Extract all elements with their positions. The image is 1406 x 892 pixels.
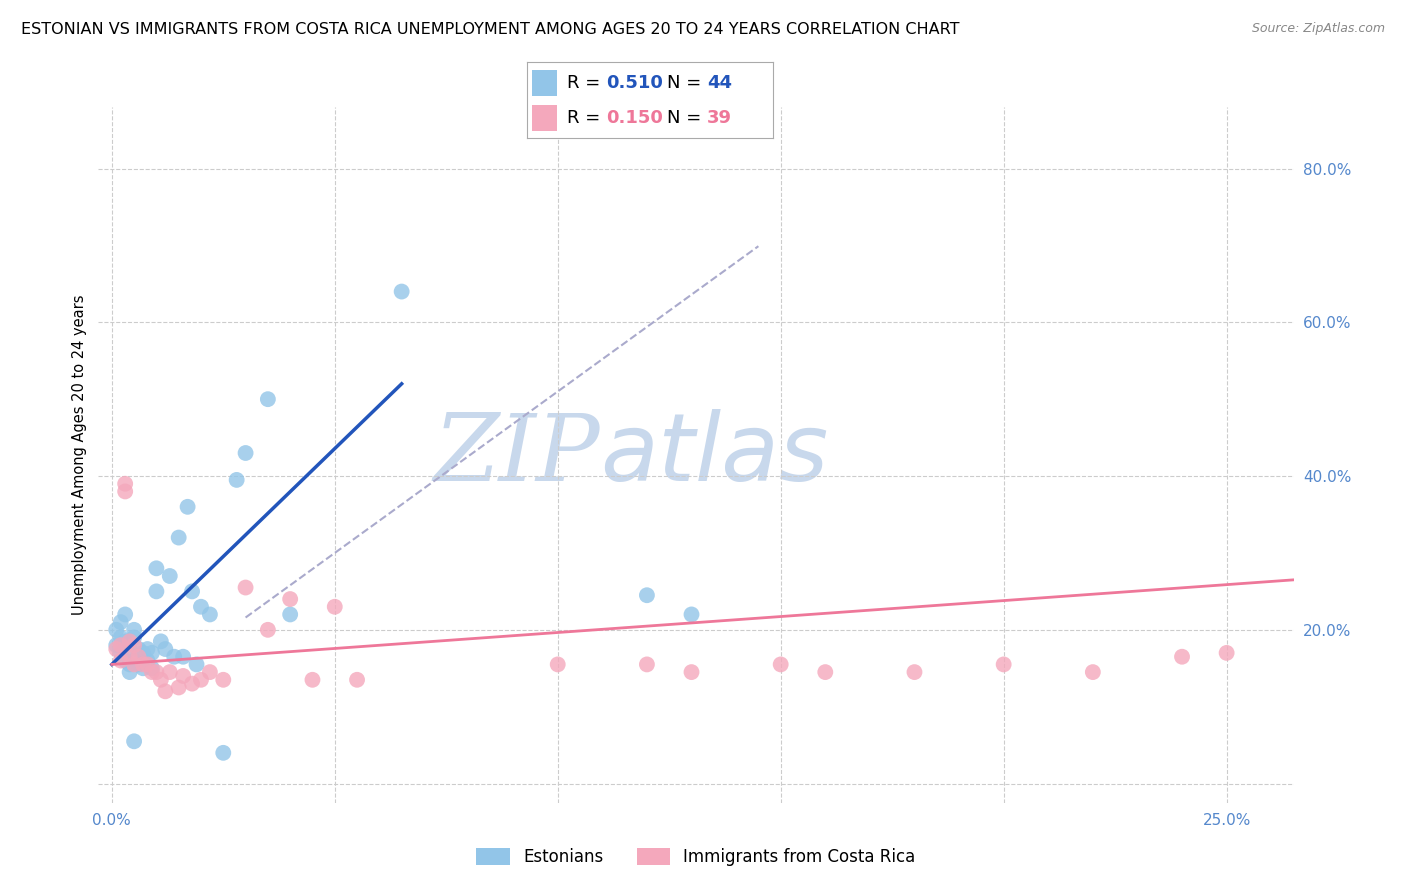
Point (132, 646, 155, 660)
Point (132, 661, 155, 675)
Point (278, 592, 301, 607)
Point (159, 569, 181, 583)
Point (128, 649, 150, 664)
Text: Source: ZipAtlas.com: Source: ZipAtlas.com (1251, 22, 1385, 36)
Point (118, 634, 141, 648)
Point (1171, 649, 1194, 664)
Point (198, 665, 221, 679)
Point (105, 623, 128, 637)
Point (149, 673, 172, 687)
Point (176, 500, 198, 514)
Point (145, 665, 167, 679)
Point (114, 654, 136, 668)
Point (257, 623, 280, 637)
Point (181, 584, 204, 599)
Point (141, 661, 163, 675)
Point (110, 638, 132, 652)
Point (301, 673, 323, 687)
Point (122, 657, 145, 672)
Point (114, 484, 136, 499)
Point (212, 673, 235, 687)
Text: N =: N = (668, 109, 707, 127)
Point (903, 665, 925, 679)
Point (122, 654, 145, 668)
Point (110, 631, 132, 645)
Y-axis label: Unemployment Among Ages 20 to 24 years: Unemployment Among Ages 20 to 24 years (72, 294, 87, 615)
Point (278, 607, 301, 622)
Point (1215, 646, 1237, 660)
Point (155, 642, 177, 657)
Point (814, 665, 837, 679)
Point (114, 607, 136, 622)
Point (636, 657, 658, 672)
Text: ZIP: ZIP (433, 410, 600, 500)
Text: N =: N = (668, 74, 707, 92)
Point (1081, 665, 1104, 679)
Point (105, 638, 128, 652)
Point (167, 681, 190, 695)
Point (159, 665, 181, 679)
Point (225, 473, 247, 487)
Legend: Estonians, Immigrants from Costa Rica: Estonians, Immigrants from Costa Rica (468, 839, 924, 874)
Point (136, 657, 159, 672)
Text: ESTONIAN VS IMMIGRANTS FROM COSTA RICA UNEMPLOYMENT AMONG AGES 20 TO 24 YEARS CO: ESTONIAN VS IMMIGRANTS FROM COSTA RICA U… (21, 22, 959, 37)
Point (155, 684, 177, 698)
Point (118, 665, 141, 679)
Point (122, 638, 145, 652)
Point (235, 581, 257, 595)
Point (110, 654, 132, 668)
Point (391, 285, 413, 299)
Text: R =: R = (567, 109, 606, 127)
Point (132, 657, 155, 672)
Point (190, 599, 212, 614)
Point (993, 657, 1015, 672)
Point (547, 657, 569, 672)
Bar (533, 70, 557, 95)
Point (163, 649, 186, 664)
Point (212, 746, 235, 760)
Point (128, 657, 150, 672)
Point (110, 615, 132, 629)
Point (145, 584, 167, 599)
Point (346, 673, 368, 687)
Point (186, 657, 208, 672)
Point (198, 607, 221, 622)
Point (181, 676, 204, 690)
Point (149, 634, 172, 648)
Point (172, 669, 194, 683)
Point (141, 665, 163, 679)
Text: 39: 39 (707, 109, 733, 127)
Point (110, 646, 132, 660)
Point (636, 588, 658, 602)
Point (145, 561, 167, 575)
Text: 44: 44 (707, 74, 733, 92)
Point (122, 631, 145, 645)
Point (118, 649, 141, 664)
Point (681, 665, 703, 679)
Point (122, 734, 145, 748)
Point (172, 649, 194, 664)
Point (114, 476, 136, 491)
Point (235, 446, 257, 460)
Point (128, 642, 150, 657)
Point (118, 642, 141, 657)
Point (114, 634, 136, 648)
Point (141, 646, 163, 660)
Bar (533, 105, 557, 130)
Point (136, 654, 159, 668)
Text: 0.510: 0.510 (606, 74, 662, 92)
Point (769, 657, 792, 672)
Text: R =: R = (567, 74, 606, 92)
Point (136, 642, 159, 657)
Point (323, 599, 346, 614)
Point (105, 642, 128, 657)
Point (122, 623, 145, 637)
Point (167, 531, 190, 545)
Point (190, 673, 212, 687)
Point (681, 607, 703, 622)
Point (118, 657, 141, 672)
Text: atlas: atlas (600, 409, 828, 500)
Text: 0.150: 0.150 (606, 109, 662, 127)
Point (257, 392, 280, 407)
